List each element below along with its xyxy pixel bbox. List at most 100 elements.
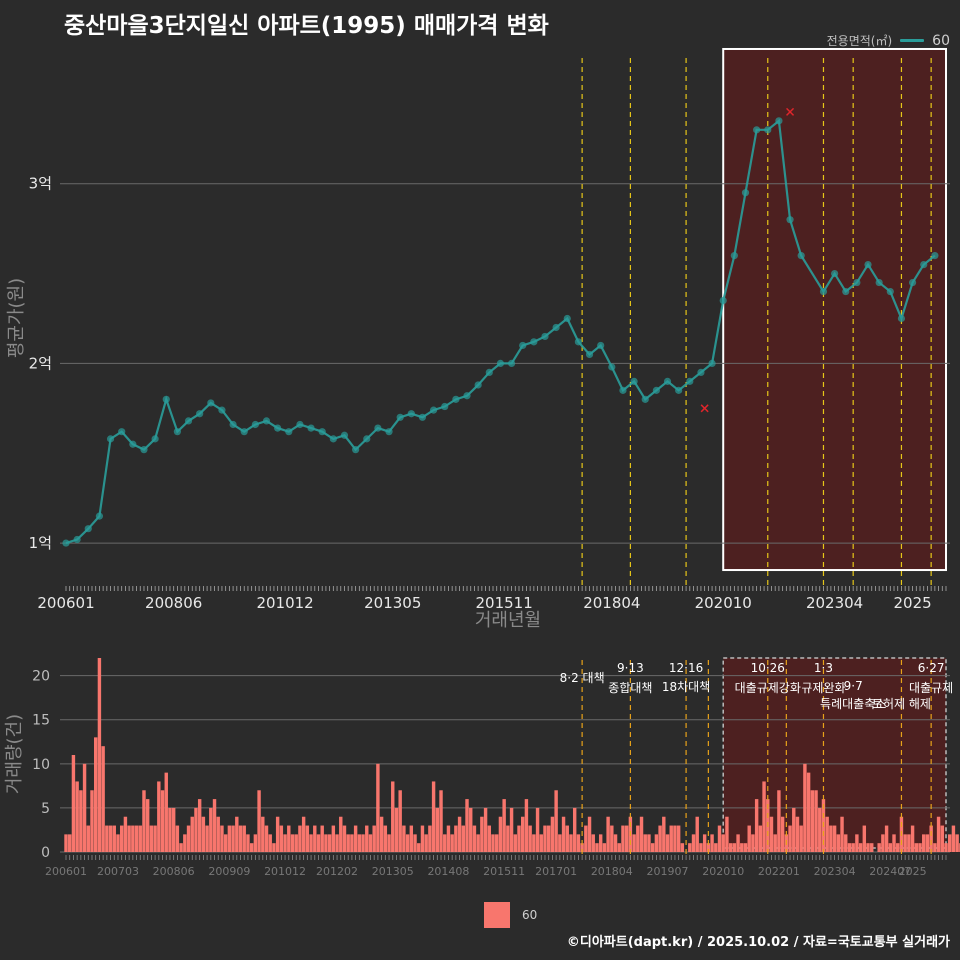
price-point (352, 446, 360, 454)
price-point (84, 525, 92, 533)
volume-bar (465, 799, 469, 852)
price-point (151, 435, 159, 443)
volume-bar (108, 825, 113, 852)
volume-bar (910, 825, 915, 852)
volume-bar (272, 843, 276, 852)
volume-bar (558, 834, 562, 852)
volume-bar (472, 825, 477, 852)
price-point (73, 535, 81, 544)
x-tick-label-bottom: 202010 (702, 865, 744, 878)
volume-bar (502, 799, 506, 852)
annotation-label: 대출규제 (909, 681, 953, 695)
y-tick-label-top: 2억 (29, 354, 52, 372)
volume-bar (747, 825, 751, 852)
x-tick-label-top: 201012 (256, 594, 313, 612)
x-tick-label-top: 201511 (476, 594, 533, 612)
price-point (62, 539, 70, 547)
volume-bar (647, 834, 651, 852)
price-point (407, 410, 415, 418)
volume-bar (149, 825, 154, 852)
volume-bar (391, 781, 395, 852)
volume-bar (487, 825, 491, 852)
volume-bar (740, 843, 744, 852)
volume-bar (119, 825, 124, 852)
price-point (563, 314, 571, 323)
y-tick-label-top: 1억 (29, 534, 52, 552)
price-point (764, 126, 772, 134)
price-point (819, 287, 828, 296)
volume-bar (298, 825, 302, 852)
volume-bar (383, 825, 388, 852)
price-point (463, 392, 471, 400)
price-point (106, 435, 115, 443)
volume-bar (361, 834, 365, 852)
legend-top: 전용면적(㎡) 60 (827, 32, 950, 49)
x-tick-label-bottom: 201408 (427, 865, 469, 878)
volume-bar (194, 807, 198, 852)
volume-bar (201, 816, 206, 852)
price-point (340, 431, 349, 439)
legend-bar-swatch (484, 902, 510, 928)
volume-bar (658, 825, 662, 852)
price-point (184, 417, 193, 425)
volume-bar (264, 825, 269, 852)
volume-bar (580, 843, 584, 852)
price-point (908, 278, 917, 287)
volume-bar (587, 816, 592, 852)
volume-bar (327, 834, 332, 852)
volume-bar (758, 825, 763, 852)
annotation-label: 토허제 해제 (872, 697, 931, 711)
volume-bar (231, 825, 235, 852)
volume-bar (632, 834, 636, 852)
price-point (719, 296, 727, 305)
volume-bar (702, 834, 707, 852)
y-tick-label-bottom: 5 (41, 801, 50, 817)
volume-bar (736, 834, 740, 852)
volume-bar (825, 816, 829, 852)
volume-bar (424, 834, 428, 852)
volume-bar (855, 834, 859, 852)
volume-bar (788, 825, 792, 852)
volume-bar (454, 825, 458, 852)
volume-bar (197, 799, 202, 852)
volume-bar (624, 825, 629, 852)
volume-bar (688, 843, 692, 852)
volume-bar (249, 843, 254, 852)
price-point (931, 252, 939, 260)
volume-bar (780, 816, 785, 852)
price-point (530, 338, 538, 346)
volume-bar (944, 843, 948, 852)
highlight-box-top (722, 47, 948, 572)
price-point (519, 341, 527, 350)
volume-bar (498, 816, 503, 852)
volume-bar (717, 825, 722, 852)
volume-bar (428, 825, 432, 852)
price-point (262, 417, 271, 425)
volume-bar (142, 790, 146, 852)
volume-bar (238, 825, 243, 852)
annotation-date: 1·3 (814, 661, 833, 675)
volume-bar (145, 799, 150, 852)
volume-bar (513, 834, 517, 852)
price-point (886, 287, 894, 296)
price-point (708, 359, 716, 368)
price-point (173, 428, 181, 436)
annotation-date: 6·27 (918, 661, 945, 675)
price-point (418, 413, 427, 421)
volume-bar (301, 816, 306, 852)
volume-bar (394, 807, 399, 852)
volume-bar (68, 834, 72, 852)
volume-bar (777, 790, 781, 852)
legend-top-item: 60 (932, 32, 950, 49)
price-point (608, 363, 616, 371)
volume-bar (101, 746, 105, 852)
volume-bar (450, 834, 454, 852)
price-point (630, 377, 638, 385)
volume-bar (283, 834, 287, 852)
x-tick-label-bottom: 202407 (869, 865, 911, 878)
volume-bar (543, 825, 547, 852)
price-point (441, 402, 449, 411)
annotation-label: 대출규제강화 (735, 681, 801, 695)
price-point (775, 117, 783, 125)
volume-bar (446, 825, 451, 852)
